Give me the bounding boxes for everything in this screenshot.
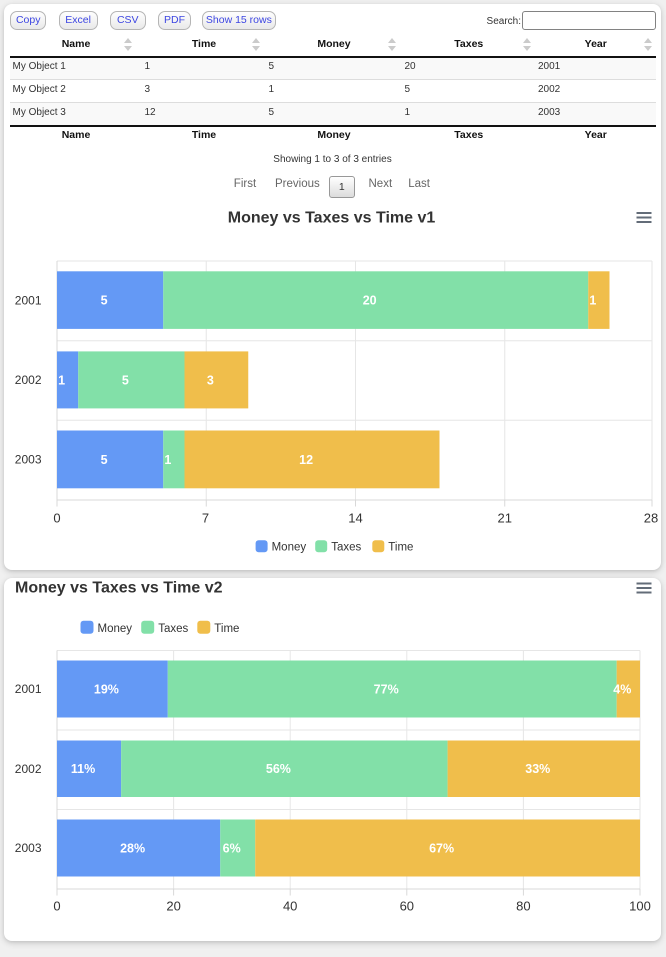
svg-text:56%: 56% xyxy=(266,762,291,776)
svg-text:28: 28 xyxy=(644,511,658,526)
svg-text:2001: 2001 xyxy=(15,293,42,307)
svg-text:80: 80 xyxy=(516,899,530,914)
svg-text:2001: 2001 xyxy=(15,682,42,696)
svg-text:19%: 19% xyxy=(94,682,119,696)
svg-text:60: 60 xyxy=(400,899,414,914)
svg-text:2003: 2003 xyxy=(15,453,42,467)
svg-text:Money: Money xyxy=(98,623,133,635)
svg-text:0: 0 xyxy=(53,899,60,914)
svg-text:100: 100 xyxy=(629,899,651,914)
svg-text:14: 14 xyxy=(348,511,362,526)
svg-text:Time: Time xyxy=(214,623,239,635)
svg-text:3: 3 xyxy=(207,373,214,387)
svg-text:77%: 77% xyxy=(374,682,399,696)
svg-text:1: 1 xyxy=(589,294,596,308)
svg-text:Taxes: Taxes xyxy=(331,541,361,553)
svg-text:20: 20 xyxy=(166,899,180,914)
svg-text:6%: 6% xyxy=(223,841,241,855)
svg-text:0: 0 xyxy=(53,511,60,526)
svg-text:7: 7 xyxy=(202,511,209,526)
svg-text:5: 5 xyxy=(101,294,108,308)
svg-text:1: 1 xyxy=(58,373,65,387)
svg-text:33%: 33% xyxy=(525,762,550,776)
svg-text:Taxes: Taxes xyxy=(158,623,188,635)
svg-text:1: 1 xyxy=(164,453,171,467)
svg-text:67%: 67% xyxy=(429,841,454,855)
svg-text:40: 40 xyxy=(283,899,297,914)
svg-text:5: 5 xyxy=(101,453,108,467)
svg-text:5: 5 xyxy=(122,373,129,387)
svg-text:Money vs Taxes vs Time v1: Money vs Taxes vs Time v1 xyxy=(228,210,436,227)
svg-text:28%: 28% xyxy=(120,841,145,855)
svg-text:20: 20 xyxy=(363,294,377,308)
svg-text:Time: Time xyxy=(388,541,413,553)
svg-text:4%: 4% xyxy=(613,682,631,696)
svg-text:11%: 11% xyxy=(71,762,95,776)
svg-text:2003: 2003 xyxy=(15,841,42,855)
svg-text:Money: Money xyxy=(272,541,307,553)
svg-text:2002: 2002 xyxy=(15,762,42,776)
svg-text:2002: 2002 xyxy=(15,373,42,387)
svg-text:12: 12 xyxy=(299,453,313,467)
svg-text:Money vs Taxes vs Time v2: Money vs Taxes vs Time v2 xyxy=(15,580,223,597)
svg-text:21: 21 xyxy=(498,511,512,526)
